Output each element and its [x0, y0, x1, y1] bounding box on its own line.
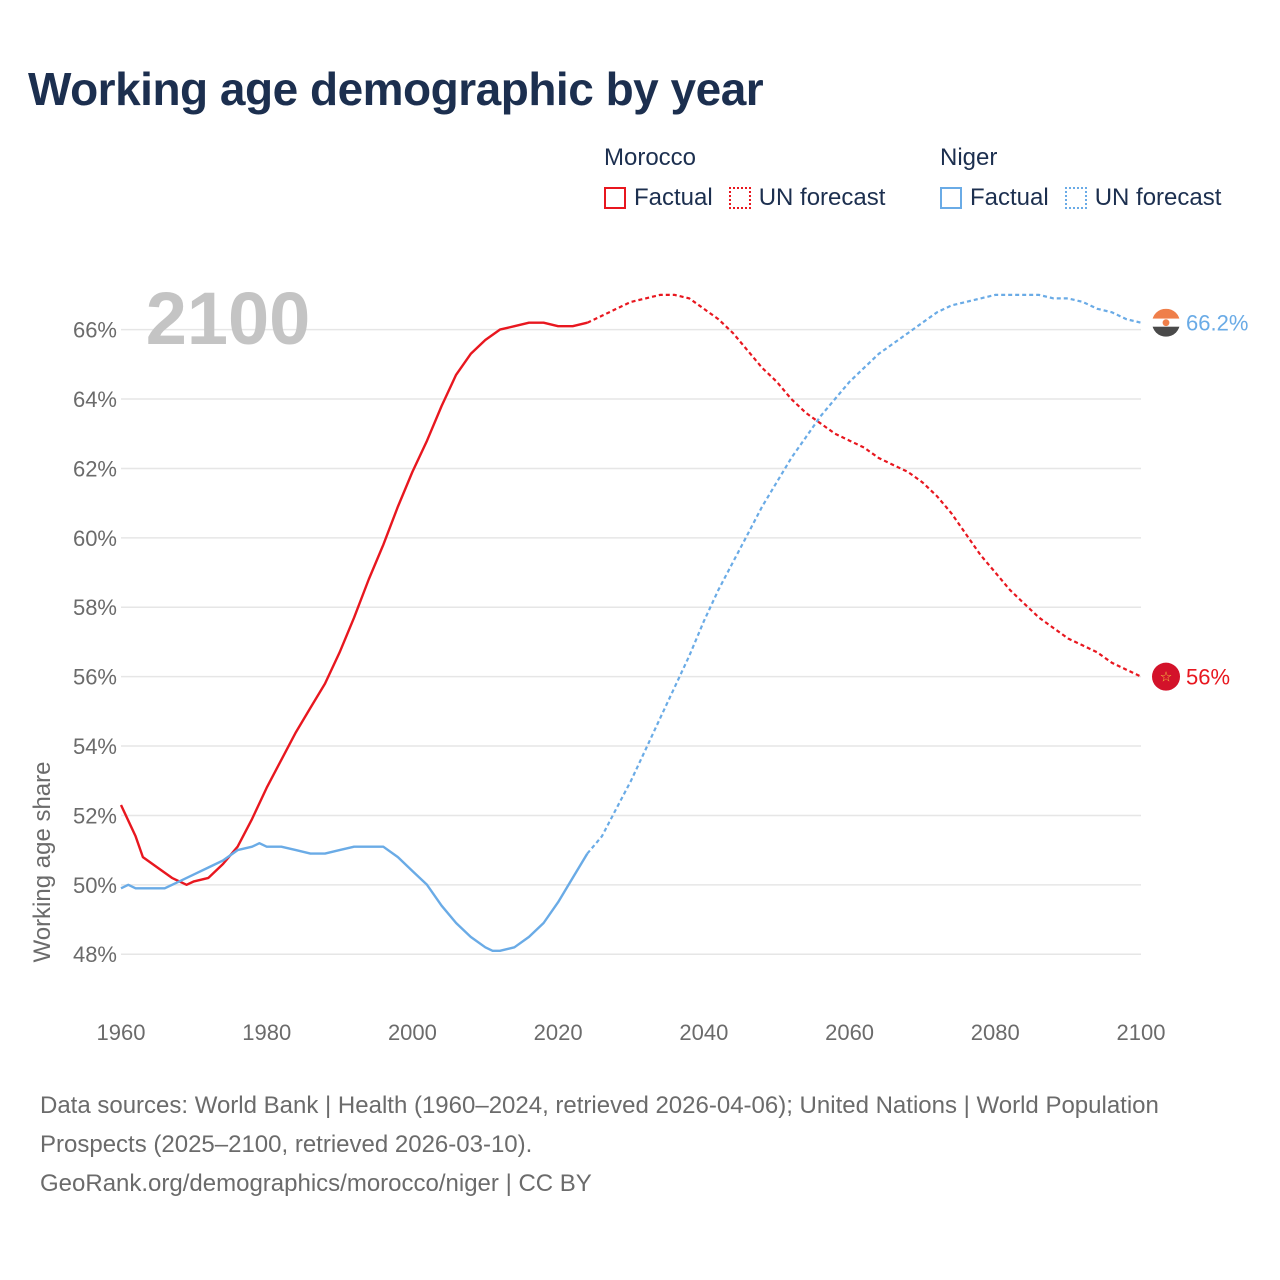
y-tick-label: 60% — [73, 526, 117, 551]
legend-niger-factual[interactable]: Factual — [940, 184, 1049, 212]
legend-morocco-factual[interactable]: Factual — [604, 184, 713, 212]
y-tick-label: 56% — [73, 665, 117, 690]
x-ticks: 1960 1980 2000 2020 2040 2060 2080 2100 — [97, 1020, 1166, 1045]
y-axis-label: Working age share — [29, 762, 56, 963]
x-tick-label: 2060 — [825, 1020, 874, 1045]
legend-niger-forecast-label: UN forecast — [1094, 184, 1222, 211]
morocco-flag-icon: ☆ — [1152, 662, 1180, 691]
niger-end-value: 66.2% — [1186, 311, 1248, 336]
morocco-factual-line — [119, 321, 588, 886]
y-tick-label: 62% — [73, 456, 117, 481]
morocco-end-value: 56% — [1186, 665, 1230, 690]
y-tick-label: 48% — [73, 942, 117, 967]
legend-morocco-factual-swatch — [604, 187, 626, 209]
legend-niger-forecast-swatch — [1064, 187, 1087, 209]
legend-morocco-forecast-swatch — [728, 187, 751, 209]
y-tick-label: 52% — [73, 803, 117, 828]
x-tick-label: 2000 — [388, 1020, 437, 1045]
svg-text:☆: ☆ — [1160, 670, 1173, 686]
x-tick-label: 1980 — [242, 1020, 291, 1045]
legend-niger-country: Niger — [940, 144, 998, 171]
legend-niger-factual-swatch — [940, 187, 962, 209]
x-tick-label: 2020 — [534, 1020, 583, 1045]
legend-niger: Niger Factual UN forecast — [940, 144, 1221, 212]
legend-niger-factual-label: Factual — [970, 184, 1049, 211]
y-tick-label: 66% — [73, 318, 117, 343]
y-tick-label: 64% — [73, 387, 117, 412]
legend-morocco-forecast[interactable]: UN forecast — [728, 184, 886, 212]
x-tick-label: 1960 — [97, 1020, 146, 1045]
x-tick-label: 2040 — [679, 1020, 728, 1045]
line-chart: 2100 Working age share 48% 50% 52% 54% 56% 58… — [29, 277, 1248, 1045]
y-ticks: 48% 50% 52% 54% 56% 58% 60% 62% 64% 66% — [73, 318, 117, 968]
x-tick-label: 2080 — [971, 1020, 1020, 1045]
data-sources: Data sources: World Bank | Health (1960–… — [40, 1092, 1159, 1158]
y-tick-label: 58% — [73, 595, 117, 620]
legend-morocco-forecast-label: UN forecast — [758, 184, 886, 211]
x-tick-label: 2100 — [1117, 1020, 1166, 1045]
credit-link[interactable]: GeoRank.org/demographics/morocco/niger |… — [40, 1170, 592, 1197]
series-lines — [119, 293, 1142, 952]
y-tick-label: 50% — [73, 873, 117, 898]
year-watermark: 2100 — [146, 277, 311, 360]
morocco-forecast-line — [586, 293, 1142, 678]
chart-title: Working age demographic by year — [28, 63, 764, 115]
grid — [121, 328, 1141, 955]
niger-flag-icon — [1152, 308, 1180, 337]
legend-morocco-factual-label: Factual — [634, 184, 713, 211]
y-tick-label: 54% — [73, 734, 117, 759]
footer: Data sources: World Bank | Health (1960–… — [40, 1086, 1180, 1203]
niger-forecast-line — [586, 293, 1142, 855]
legend-morocco-country: Morocco — [604, 144, 697, 171]
end-markers: ☆ 56% 66.2% — [1152, 308, 1248, 691]
legend-niger-forecast[interactable]: UN forecast — [1064, 184, 1222, 212]
legend-morocco: Morocco Factual UN forecast — [604, 144, 901, 212]
niger-factual-line — [120, 842, 589, 952]
